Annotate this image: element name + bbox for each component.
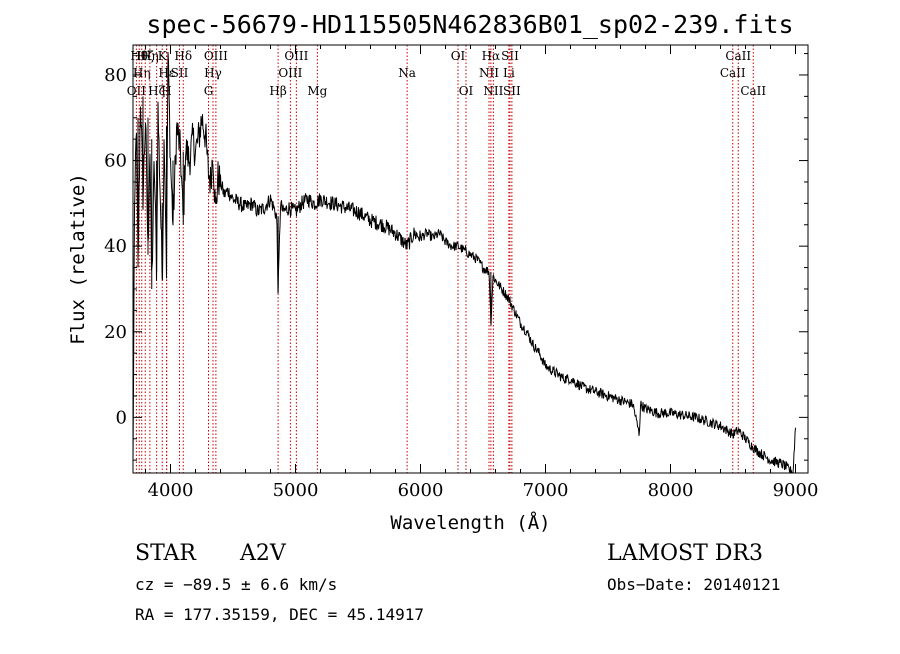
line-marker-label: CaII — [720, 66, 746, 80]
line-marker-label: Hη — [133, 66, 151, 80]
x-tick-label: 8000 — [648, 480, 694, 501]
y-tick-label: 60 — [104, 151, 127, 172]
line-marker-label: Hζ — [148, 84, 165, 98]
line-marker-label: Hε — [158, 66, 175, 80]
obs-date-text: Obs−Date: 20140121 — [607, 575, 780, 594]
x-tick-label: 9000 — [773, 480, 819, 501]
line-marker-label: OI — [451, 49, 466, 63]
line-marker-label: Hθ — [130, 49, 148, 63]
x-tick-label: 7000 — [523, 480, 569, 501]
object-subclass: A2V — [239, 541, 287, 566]
line-marker-label: SII — [503, 84, 521, 98]
y-axis-label: Flux (relative) — [67, 173, 89, 345]
line-marker-label: Na — [398, 66, 416, 80]
line-marker-label: G — [204, 84, 214, 98]
line-marker-label: NII — [479, 66, 499, 80]
line-marker-label: NII — [483, 84, 503, 98]
line-marker-label: CaII — [725, 49, 751, 63]
line-marker-label: Hα — [482, 49, 501, 63]
x-tick-label: 5000 — [273, 480, 319, 501]
y-tick-label: 40 — [104, 236, 127, 257]
line-marker-label: Hγ — [204, 66, 222, 80]
x-axis-label: Wavelength (Å) — [390, 511, 550, 534]
line-marker-label: CaII — [740, 84, 766, 98]
line-marker-label: Hβ — [269, 84, 286, 98]
spectrum-line — [132, 52, 796, 474]
line-marker-label: OI — [459, 84, 474, 98]
x-tick-label: 6000 — [398, 480, 444, 501]
line-marker-label: Hδ — [174, 49, 192, 63]
line-marker-label: OIII — [204, 49, 228, 63]
line-marker-label: SII — [171, 66, 189, 80]
line-marker-label: K — [158, 49, 168, 63]
line-marker-label: Hη — [141, 49, 159, 63]
y-tick-label: 80 — [104, 65, 127, 86]
line-marker-label: Li — [503, 66, 515, 80]
line-marker-label: OIII — [278, 66, 302, 80]
y-tick-label: 20 — [104, 322, 127, 343]
x-tick-label: 4000 — [148, 480, 194, 501]
line-marker-label: Mg — [307, 84, 327, 98]
coordinates-text: RA = 177.35159, DEC = 45.14917 — [135, 605, 424, 624]
line-marker-label: OIII — [284, 49, 308, 63]
plot-frame — [132, 44, 809, 474]
chart-title: spec-56679-HD115505N462836B01_sp02-239.f… — [146, 10, 793, 39]
survey-name: LAMOST DR3 — [607, 541, 763, 566]
line-marker-label: SII — [501, 49, 519, 63]
y-tick-label: 0 — [116, 407, 127, 428]
redshift-text: cz = −89.5 ± 6.6 km/s — [135, 575, 337, 594]
object-class: STAR — [135, 541, 197, 566]
plot-area: OIIHθHηHζHηHζKHHεSIIHδGHγOIIIHβOIIIOIIIM… — [104, 45, 818, 501]
